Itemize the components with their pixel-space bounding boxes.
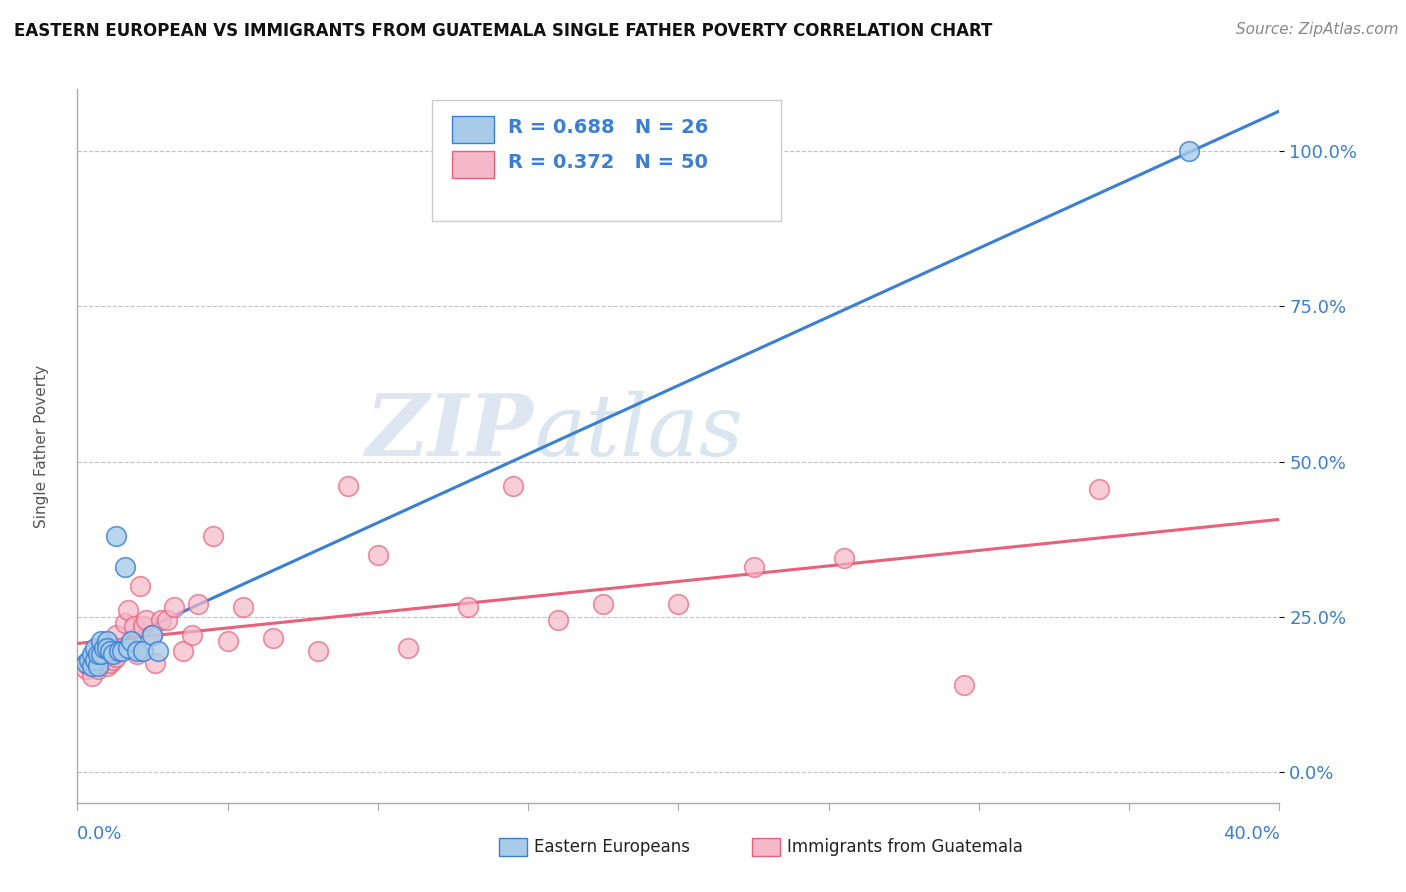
Point bbox=[96, 640, 118, 655]
Point bbox=[117, 640, 139, 655]
Point bbox=[129, 579, 152, 593]
Point bbox=[82, 647, 104, 661]
Point bbox=[84, 653, 107, 667]
Point bbox=[367, 548, 389, 562]
Point bbox=[87, 647, 110, 661]
Point bbox=[100, 656, 122, 670]
Text: R = 0.688   N = 26: R = 0.688 N = 26 bbox=[508, 119, 709, 137]
Point bbox=[307, 644, 329, 658]
Point bbox=[108, 644, 131, 658]
Point bbox=[79, 653, 101, 667]
Point bbox=[262, 632, 284, 646]
Point bbox=[668, 597, 690, 611]
Point bbox=[117, 603, 139, 617]
Point bbox=[1178, 145, 1201, 159]
Point bbox=[114, 615, 136, 630]
Point bbox=[127, 647, 149, 661]
Point bbox=[82, 653, 104, 667]
Point bbox=[100, 644, 122, 658]
Point bbox=[457, 600, 479, 615]
Point bbox=[93, 650, 115, 665]
Text: EASTERN EUROPEAN VS IMMIGRANTS FROM GUATEMALA SINGLE FATHER POVERTY CORRELATION : EASTERN EUROPEAN VS IMMIGRANTS FROM GUAT… bbox=[14, 22, 993, 40]
Point bbox=[111, 644, 134, 658]
Text: atlas: atlas bbox=[534, 391, 744, 473]
Point bbox=[592, 597, 614, 611]
Point bbox=[156, 613, 179, 627]
Text: ZIP: ZIP bbox=[367, 390, 534, 474]
Point bbox=[172, 644, 194, 658]
Point bbox=[114, 560, 136, 574]
Point bbox=[111, 640, 134, 655]
Point bbox=[90, 647, 112, 661]
Point bbox=[832, 550, 855, 565]
Point bbox=[201, 529, 224, 543]
Point bbox=[79, 659, 101, 673]
Point bbox=[180, 628, 202, 642]
Text: Eastern Europeans: Eastern Europeans bbox=[534, 838, 690, 856]
Point bbox=[547, 613, 569, 627]
Point bbox=[120, 640, 142, 655]
Point bbox=[96, 634, 118, 648]
Point bbox=[186, 597, 209, 611]
Point bbox=[132, 644, 155, 658]
Text: 0.0%: 0.0% bbox=[77, 824, 122, 843]
Text: 40.0%: 40.0% bbox=[1223, 824, 1279, 843]
FancyBboxPatch shape bbox=[453, 152, 495, 178]
Point bbox=[145, 656, 167, 670]
Point bbox=[87, 659, 110, 673]
Point bbox=[217, 634, 239, 648]
Point bbox=[135, 613, 157, 627]
Point bbox=[953, 678, 976, 692]
Point bbox=[396, 640, 419, 655]
Point bbox=[148, 644, 170, 658]
Point bbox=[90, 656, 112, 670]
Point bbox=[127, 644, 149, 658]
Point bbox=[84, 640, 107, 655]
Point bbox=[87, 662, 110, 676]
Point bbox=[150, 613, 173, 627]
Point bbox=[141, 628, 163, 642]
Point bbox=[502, 479, 524, 493]
Point bbox=[1088, 483, 1111, 497]
Point bbox=[75, 662, 97, 676]
Point bbox=[232, 600, 254, 615]
Text: R = 0.372   N = 50: R = 0.372 N = 50 bbox=[508, 153, 707, 172]
Point bbox=[108, 644, 131, 658]
FancyBboxPatch shape bbox=[432, 100, 780, 221]
Point bbox=[103, 647, 125, 661]
Point bbox=[84, 653, 107, 667]
Point bbox=[96, 659, 118, 673]
Point bbox=[90, 634, 112, 648]
FancyBboxPatch shape bbox=[453, 116, 495, 143]
Point bbox=[132, 619, 155, 633]
Point bbox=[105, 529, 128, 543]
Point bbox=[93, 640, 115, 655]
Point bbox=[103, 653, 125, 667]
Point bbox=[162, 600, 184, 615]
Text: Immigrants from Guatemala: Immigrants from Guatemala bbox=[787, 838, 1024, 856]
Point bbox=[120, 634, 142, 648]
Point bbox=[96, 644, 118, 658]
Point bbox=[141, 628, 163, 642]
Text: Source: ZipAtlas.com: Source: ZipAtlas.com bbox=[1236, 22, 1399, 37]
Point bbox=[105, 628, 128, 642]
Point bbox=[742, 560, 765, 574]
Point bbox=[82, 668, 104, 682]
Point bbox=[75, 656, 97, 670]
Point bbox=[90, 647, 112, 661]
Point bbox=[336, 479, 359, 493]
Point bbox=[124, 619, 146, 633]
Point bbox=[82, 659, 104, 673]
Point bbox=[105, 650, 128, 665]
Text: Single Father Poverty: Single Father Poverty bbox=[34, 365, 49, 527]
